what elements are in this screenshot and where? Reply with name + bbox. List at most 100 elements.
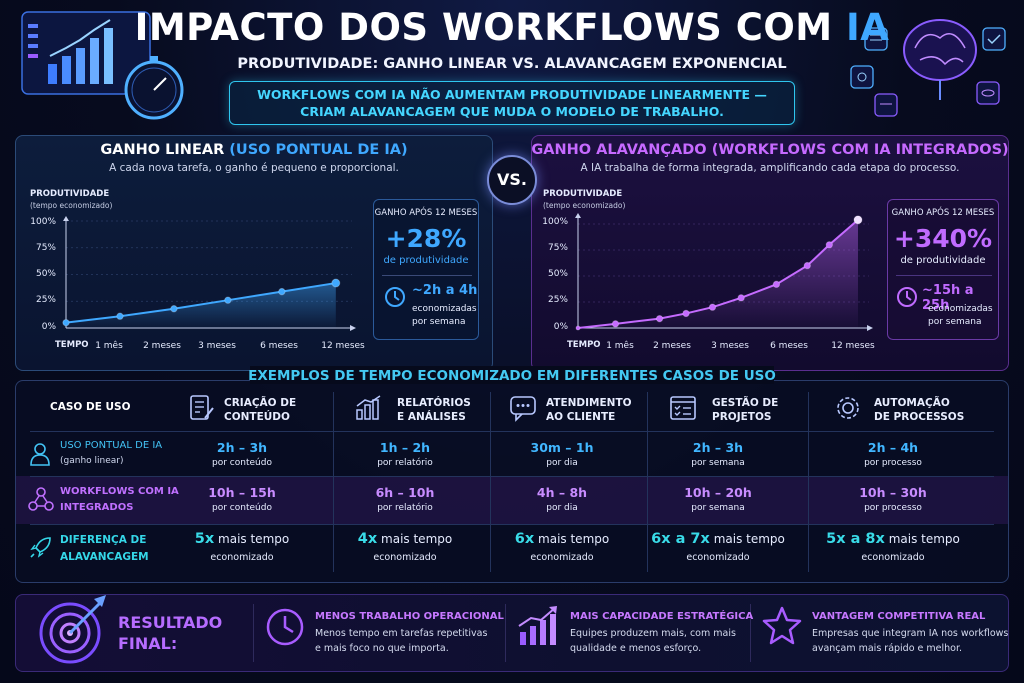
leveraged-chart-xlabel: TEMPO — [567, 340, 601, 350]
data-point — [853, 215, 863, 225]
difference-cell-value: 6x a 7x mais tempo — [651, 531, 785, 547]
leveraged-panel-description: A IA trabalha de forma integrada, amplif… — [580, 162, 960, 174]
linear-cell-unit: por processo — [864, 458, 922, 468]
linear-hours-sub-1: economizadas — [412, 304, 477, 314]
leveraged-stat-header: GANHO APÓS 12 MESES — [891, 208, 995, 218]
linear-chart-ylabel: PRODUTIVIDADE — [30, 189, 110, 199]
result-item-3-text-1: Empresas que integram IA nos workflows — [812, 628, 1009, 639]
row-label-difference: DIFERENÇA DE ALAVANCAGEM — [60, 534, 149, 563]
linear-stat-sub: de produtividade — [383, 255, 469, 266]
column-header-automation: AUTOMAÇÃO DE PROCESSOS — [874, 397, 965, 423]
leveraged-ytick-0: 0% — [553, 322, 568, 332]
linear-xtick-3: 3 meses — [198, 341, 236, 351]
clock-icon — [385, 287, 405, 307]
linear-ytick-0: 0% — [41, 322, 56, 332]
column-header-reports: RELATÓRIOS E ANÁLISES — [397, 397, 471, 423]
leveraged-stat-value: +340% — [893, 224, 993, 253]
dashboard-stopwatch-illustration — [21, 11, 184, 120]
leveraged-xtick-1: 1 mês — [606, 341, 634, 351]
result-divider — [505, 604, 506, 662]
result-item-1-text-1: Menos tempo em tarefas repetitivas — [315, 628, 488, 639]
linear-cell-unit: por semana — [691, 458, 745, 468]
workflow-cell-value: 4h – 8h — [536, 485, 588, 500]
linear-hours-value: ~2h a 4h — [412, 283, 478, 298]
result-item-3-heading: VANTAGEM COMPETITIVA REAL — [812, 611, 986, 622]
gear-icon — [837, 397, 859, 419]
workflow-cell-value: 10h – 20h — [684, 485, 752, 500]
result-item-3-text-2: avançam mais rápido e melhor. — [812, 643, 963, 654]
growth-chart-icon — [518, 606, 557, 645]
data-point — [825, 241, 834, 249]
difference-cell-value: 5x mais tempo — [194, 531, 290, 547]
difference-cell-unit: economizado — [530, 552, 594, 563]
difference-cell-unit: economizado — [210, 552, 274, 563]
leveraged-ytick-75: 75% — [547, 243, 568, 253]
column-header-support: ATENDIMENTO AO CLIENTE — [546, 397, 632, 423]
clock-icon — [266, 608, 304, 646]
difference-cell-unit: economizado — [861, 552, 925, 563]
linear-ytick-100: 100% — [30, 217, 56, 227]
workflow-cell-value: 6h – 10h — [375, 485, 435, 500]
linear-cell-value: 30m – 1h — [530, 440, 594, 455]
linear-cell-value: 2h – 3h — [692, 440, 744, 455]
leveraged-xtick-6: 6 meses — [770, 341, 808, 351]
examples-panel — [15, 380, 1009, 583]
page-subtitle: PRODUTIVIDADE: GANHO LINEAR VS. ALAVANCA… — [237, 56, 787, 72]
workflow-cell-unit: por relatório — [377, 503, 433, 513]
leveraged-ytick-50: 50% — [547, 269, 568, 279]
column-header-content: CRIAÇÃO DE CONTEÚDO — [224, 397, 297, 423]
network-icon — [28, 487, 54, 511]
leveraged-hours-sub-2: por semana — [928, 317, 982, 327]
page-title: IMPACTO DOS WORKFLOWS COM IA — [134, 6, 890, 49]
data-point — [224, 296, 232, 304]
result-title: RESULTADO FINAL: — [118, 613, 223, 653]
leveraged-chart-ylabel: PRODUTIVIDADE — [543, 189, 623, 199]
leveraged-xtick-12: 12 meses — [831, 341, 875, 351]
linear-chart-ylabel-sub: (tempo economizado) — [30, 201, 113, 210]
linear-xtick-12: 12 meses — [321, 341, 365, 351]
workflow-cell-unit: por semana — [691, 503, 745, 513]
document-icon — [190, 395, 214, 420]
workflow-cell-unit: por conteúdo — [212, 503, 272, 513]
vs-badge: VS. — [487, 155, 537, 205]
linear-xtick-2: 2 meses — [143, 341, 181, 351]
row-divider — [30, 524, 994, 525]
divider — [896, 275, 992, 276]
data-point — [62, 318, 70, 327]
leveraged-ytick-25: 25% — [547, 295, 568, 305]
target-icon — [39, 595, 106, 664]
linear-cell-unit: por conteúdo — [212, 458, 272, 468]
workflow-cell-value: 10h – 15h — [208, 485, 276, 500]
difference-cell-unit: economizado — [373, 552, 437, 563]
linear-stat-value: +28% — [385, 224, 467, 253]
data-point — [655, 314, 664, 323]
series-area — [578, 219, 858, 328]
result-divider — [750, 604, 751, 662]
banner-line-1: WORKFLOWS COM IA NÃO AUMENTAM PRODUTIVID… — [257, 87, 767, 102]
leveraged-hours-sub-1: economizadas — [928, 304, 993, 314]
series-line — [65, 282, 336, 324]
data-point — [170, 305, 178, 313]
leveraged-ytick-100: 100% — [542, 217, 568, 227]
data-point — [737, 294, 745, 302]
workflow-cell-value: 10h – 30h — [859, 485, 927, 500]
row-label-workflow: WORKFLOWS COM IA INTEGRADOS — [60, 486, 179, 513]
leveraged-xtick-2: 2 meses — [653, 341, 691, 351]
clock-icon — [897, 287, 917, 307]
x-axis-arrow — [350, 325, 356, 331]
key-message-banner: WORKFLOWS COM IA NÃO AUMENTAM PRODUTIVID… — [229, 81, 795, 125]
linear-ytick-75: 75% — [35, 243, 56, 253]
linear-ytick-50: 50% — [35, 269, 56, 279]
col-divider — [490, 392, 491, 572]
data-point — [682, 309, 690, 318]
linear-cell-unit: por relatório — [377, 458, 433, 468]
series-line — [577, 219, 859, 329]
bar-chart-icon — [356, 395, 381, 420]
data-point — [772, 280, 781, 289]
data-point — [116, 312, 124, 320]
data-point — [331, 278, 341, 288]
result-item-2-text-1: Equipes produzem mais, com mais — [570, 628, 736, 639]
col-divider — [808, 392, 809, 572]
data-point — [803, 261, 811, 270]
linear-panel-title: GANHO LINEAR (USO PONTUAL DE IA) — [100, 142, 408, 158]
